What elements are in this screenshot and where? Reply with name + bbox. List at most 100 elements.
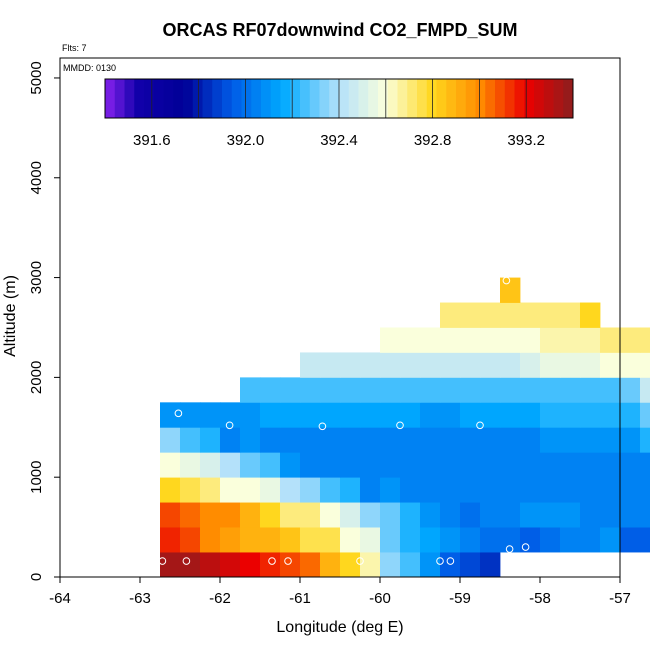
- heatmap-cell: [440, 452, 461, 478]
- heatmap-cell: [180, 427, 201, 453]
- x-tick-label: -63: [129, 590, 151, 607]
- heatmap-cell: [560, 427, 581, 453]
- plot-frame: [59, 57, 621, 578]
- heatmap-cell: [640, 477, 650, 503]
- colorbar-segment: [134, 79, 145, 118]
- heatmap-cell: [480, 352, 501, 378]
- heatmap-cell: [600, 402, 621, 428]
- colorbar-tick-label: 391.6: [133, 132, 171, 149]
- heatmap-cell: [200, 527, 221, 553]
- heatmap-cell: [260, 402, 281, 428]
- heatmap-cell: [620, 452, 641, 478]
- heatmap-cell: [540, 527, 561, 553]
- x-tick-label: -58: [529, 590, 551, 607]
- heatmap-cell: [560, 377, 581, 403]
- heatmap-cell: [240, 527, 261, 553]
- heatmap-cell: [540, 352, 561, 378]
- heatmap-cell: [240, 552, 261, 578]
- heatmap-cell: [260, 427, 281, 453]
- heatmap-cell: [440, 352, 461, 378]
- heatmap-cell: [200, 477, 221, 503]
- heatmap-cell: [300, 452, 321, 478]
- heatmap-cell: [320, 352, 341, 378]
- colorbar-segment: [495, 79, 506, 118]
- heatmap-cell: [180, 477, 201, 503]
- heatmap-cell: [320, 427, 341, 453]
- sample-point: [284, 557, 292, 565]
- sample-point: [396, 421, 404, 430]
- heatmap-cell: [420, 402, 441, 428]
- heatmap-cell: [500, 402, 521, 428]
- heatmap-cell: [400, 527, 421, 553]
- y-tick-label: 5000: [28, 61, 45, 94]
- heatmap-cell: [160, 452, 181, 478]
- heatmap-cell: [220, 502, 241, 528]
- heatmap-cell: [220, 452, 241, 478]
- heatmap-cell: [640, 527, 650, 553]
- heatmap-cell: [240, 427, 261, 453]
- heatmap-cell: [480, 452, 501, 478]
- colorbar-segment: [222, 79, 233, 118]
- heatmap-cell: [500, 327, 521, 353]
- colorbar-segments: [105, 79, 574, 118]
- colorbar-segment: [397, 79, 408, 118]
- heatmap-cell: [440, 502, 461, 528]
- heatmap-cell: [560, 302, 581, 328]
- heatmap-cell: [380, 502, 401, 528]
- colorbar-segment: [329, 79, 340, 118]
- colorbar-segment: [417, 79, 428, 118]
- heatmap-cell: [640, 352, 650, 378]
- colorbar-frame: [104, 78, 574, 119]
- heatmap-cell: [160, 502, 181, 528]
- sample-point: [476, 421, 484, 430]
- heatmap-cell: [200, 402, 221, 428]
- heatmap-cell: [600, 527, 621, 553]
- heatmap-cell: [400, 352, 421, 378]
- heatmap-cell: [340, 377, 361, 403]
- sample-point: [182, 557, 191, 565]
- heatmap-cell: [300, 352, 321, 378]
- heatmap-cell: [280, 527, 301, 553]
- heatmap-cell: [500, 302, 521, 328]
- y-axis-label: Altitude (m): [2, 275, 19, 357]
- heatmap-cell: [440, 327, 461, 353]
- y-tick-label: 1000: [28, 461, 45, 494]
- heatmap-cell: [540, 427, 561, 453]
- y-tick-label: 2000: [28, 361, 45, 394]
- heatmap-cell: [420, 427, 441, 453]
- heatmap-cell: [640, 452, 650, 478]
- heatmap-cell: [400, 402, 421, 428]
- heatmap-cell: [340, 452, 361, 478]
- heatmap-cell: [580, 427, 601, 453]
- heatmap-cell: [380, 327, 401, 353]
- heatmap-cell: [300, 377, 321, 403]
- sample-point: [268, 557, 276, 565]
- y-tick-label: 0: [28, 573, 45, 581]
- colorbar-segment: [163, 79, 174, 118]
- sample-point: [356, 557, 364, 565]
- heatmap-cell: [300, 527, 321, 553]
- heatmap-cell: [320, 452, 341, 478]
- heatmap-cell: [480, 502, 501, 528]
- y-tick-label: 3000: [28, 261, 45, 294]
- heatmap-cell: [580, 452, 601, 478]
- heatmap-cell: [380, 477, 401, 503]
- heatmap-cell: [220, 427, 241, 453]
- heatmap-cell: [220, 477, 241, 503]
- heatmap-cell: [200, 502, 221, 528]
- heatmap-cell: [560, 327, 581, 353]
- heatmap-cell: [360, 552, 381, 578]
- heatmap-cell: [340, 477, 361, 503]
- heatmap-cell: [160, 427, 181, 453]
- heatmap-cell: [280, 402, 301, 428]
- heatmap-cell: [440, 402, 461, 428]
- date-note: MMDD: 0130: [63, 63, 116, 73]
- heatmap-cell: [380, 377, 401, 403]
- heatmap-cell: [380, 427, 401, 453]
- sample-points: [158, 276, 530, 565]
- heatmap-cell: [500, 527, 521, 553]
- heatmap-cell: [180, 552, 201, 578]
- heatmap-cell: [480, 552, 501, 578]
- heatmap-cell: [520, 352, 541, 378]
- heatmap-cell: [180, 402, 201, 428]
